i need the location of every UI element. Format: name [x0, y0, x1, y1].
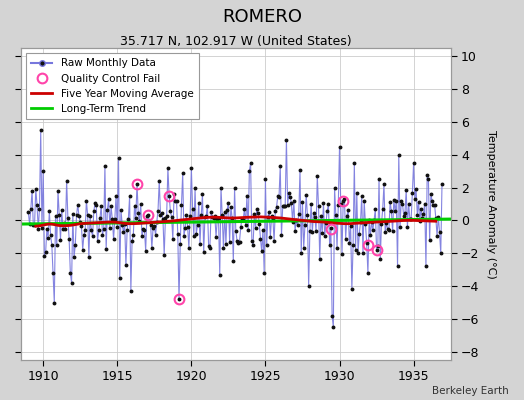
- Title: 35.717 N, 102.917 W (United States): 35.717 N, 102.917 W (United States): [120, 35, 352, 48]
- Text: Berkeley Earth: Berkeley Earth: [432, 386, 508, 396]
- Y-axis label: Temperature Anomaly (°C): Temperature Anomaly (°C): [486, 130, 496, 278]
- Legend: Raw Monthly Data, Quality Control Fail, Five Year Moving Average, Long-Term Tren: Raw Monthly Data, Quality Control Fail, …: [26, 53, 199, 119]
- Text: ROMERO: ROMERO: [222, 8, 302, 26]
